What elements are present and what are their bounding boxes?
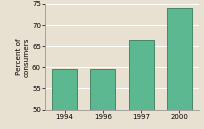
Bar xyxy=(52,69,77,129)
Bar xyxy=(166,8,191,129)
Y-axis label: Percent of
consumers: Percent of consumers xyxy=(16,37,29,76)
Bar xyxy=(128,40,153,129)
Bar xyxy=(90,69,115,129)
